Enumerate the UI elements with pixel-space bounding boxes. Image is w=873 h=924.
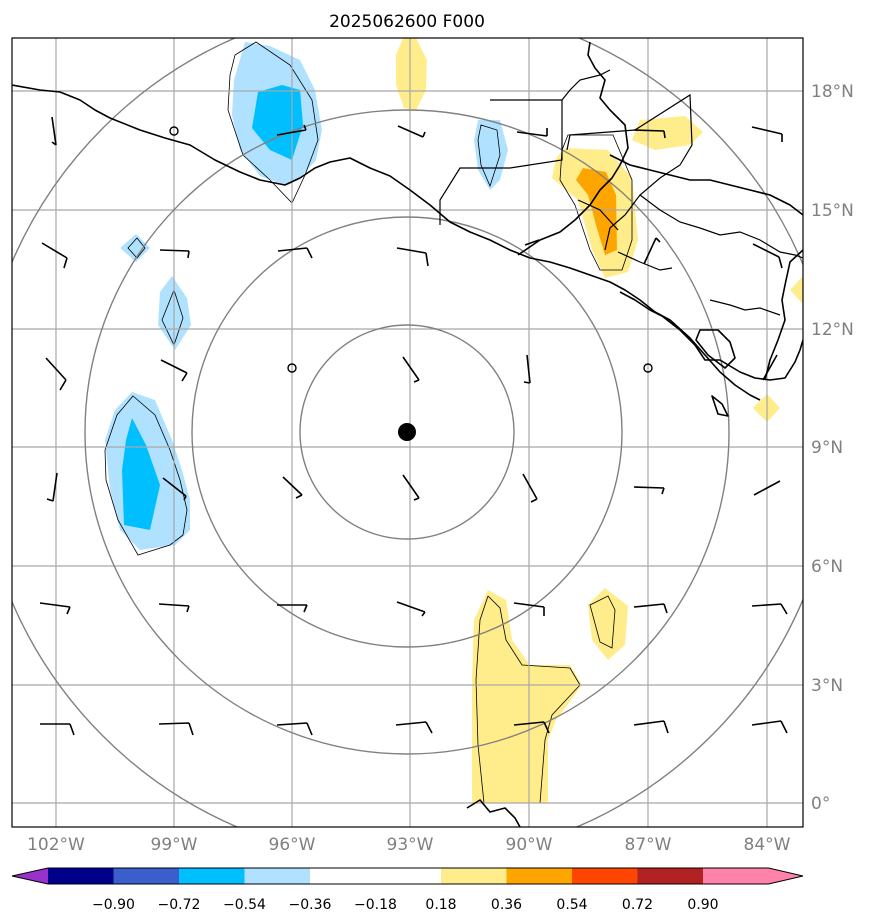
graticule: [12, 38, 803, 827]
shade-yellow: [790, 276, 803, 304]
lat-label: 15°N: [811, 201, 854, 221]
lat-labels: 18°N 15°N 12°N 9°N 6°N 3°N 0°: [811, 82, 854, 814]
map-frame: [11, 37, 804, 828]
shade-orange: [576, 168, 617, 255]
colorbar-segment: [48, 868, 114, 884]
shading-layer: [105, 38, 803, 803]
shade-yellow: [396, 38, 427, 110]
colorbar-tick-label: −0.18: [354, 897, 397, 913]
colorbar-segment: [703, 868, 769, 884]
lat-label: 0°: [811, 794, 830, 814]
map-area: [12, 38, 803, 827]
colorbar-segment: [375, 868, 441, 884]
lon-label: 93°W: [387, 835, 434, 855]
coastlines: [12, 41, 803, 827]
colorbar-tick-label: 0.18: [425, 897, 456, 913]
lon-label: 87°W: [625, 835, 672, 855]
lon-label: 99°W: [151, 835, 198, 855]
colorbar-ticks: −0.90 −0.72 −0.54 −0.36 −0.18 0.18 0.36 …: [92, 897, 719, 913]
colorbar-segment: [572, 868, 638, 884]
colorbar: −0.90 −0.72 −0.54 −0.36 −0.18 0.18 0.36 …: [11, 867, 804, 913]
colorbar-tick-label: 0.90: [687, 897, 718, 913]
storm-center-marker: [398, 423, 416, 441]
colorbar-segment: [244, 868, 310, 884]
colorbar-segment: [310, 868, 376, 884]
shade-yellow: [632, 116, 703, 150]
shade-blue: [122, 418, 160, 530]
colorbar-outline: [11, 867, 804, 885]
country-borders: [439, 69, 803, 316]
colorbar-tick-label: 0.54: [556, 897, 587, 913]
lon-label: 96°W: [269, 835, 316, 855]
shade-blue: [252, 85, 303, 160]
colorbar-tick-label: 0.36: [491, 897, 522, 913]
lat-label: 18°N: [811, 82, 854, 102]
lat-label: 6°N: [811, 557, 843, 577]
colorbar-segment: [637, 868, 703, 884]
colorbar-tick-label: −0.36: [289, 897, 332, 913]
contour-lines: [104, 41, 633, 804]
colorbar-segment: [179, 868, 245, 884]
wind-barbs: [39, 116, 788, 736]
shade-light-blue: [474, 120, 508, 190]
colorbar-segment: [506, 868, 572, 884]
map-title: 2025062600 F000: [329, 12, 485, 32]
lon-labels: 102°W 99°W 96°W 93°W 90°W 87°W 84°W: [27, 835, 791, 855]
colorbar-extend-low: [12, 868, 48, 884]
colorbar-segment: [441, 868, 507, 884]
lat-label: 3°N: [811, 676, 843, 696]
colorbar-tick-label: −0.90: [92, 897, 135, 913]
lon-label: 90°W: [506, 835, 553, 855]
lat-label: 12°N: [811, 320, 854, 340]
distance-rings: [12, 38, 803, 827]
colorbar-tick-label: −0.54: [223, 897, 266, 913]
colorbar-extend-high: [768, 868, 803, 884]
shade-yellow: [472, 590, 582, 803]
colorbar-tick-label: −0.72: [158, 897, 201, 913]
colorbar-segment: [113, 868, 179, 884]
shade-light-blue: [120, 234, 150, 262]
colorbar-tick-label: 0.72: [622, 897, 653, 913]
shade-yellow: [588, 588, 628, 660]
lat-label: 9°N: [811, 438, 843, 458]
lon-label: 84°W: [744, 835, 791, 855]
lon-label: 102°W: [27, 835, 85, 855]
